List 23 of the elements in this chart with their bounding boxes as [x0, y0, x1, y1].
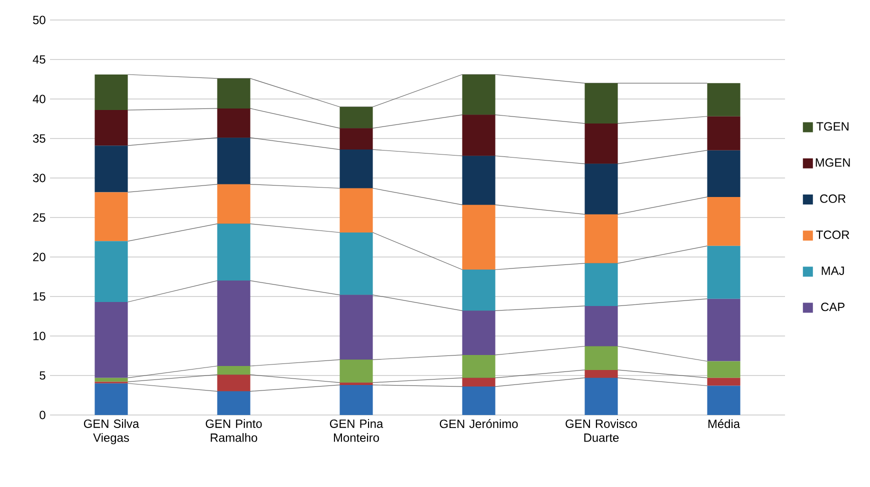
legend-label: CAP — [821, 302, 844, 312]
legend-label: MAJ — [822, 266, 844, 275]
y-tick-label: 10 — [33, 332, 46, 340]
y-tick-label: 5 — [40, 371, 46, 380]
x-tick-label: Média — [708, 419, 740, 428]
legend-label: COR — [820, 194, 846, 203]
legend-label: TCOR — [816, 230, 850, 239]
y-tick-label: 30 — [32, 174, 46, 182]
x-tick-label: GEN Pina Monteiro — [330, 419, 384, 442]
y-tick-label: 20 — [33, 252, 46, 262]
y-tick-label: 50 — [33, 16, 46, 24]
y-tick-label: 40 — [32, 94, 46, 104]
x-tick-label: GEN Pinto Ramalho — [206, 419, 262, 442]
x-tick-label: GEN Rovisco Duarte — [566, 419, 637, 442]
y-tick-label: 0 — [40, 410, 46, 420]
legend-label: MGEN — [816, 158, 850, 167]
y-tick-label: 35 — [32, 134, 46, 143]
legend-label: TGEN — [816, 122, 848, 131]
x-tick-label: GEN Silva Viegas — [84, 419, 140, 444]
y-tick-label: 15 — [33, 292, 46, 301]
y-tick-label: 25 — [33, 213, 46, 222]
x-tick-label: GEN Jerónimo — [440, 419, 518, 428]
y-tick-label: 45 — [32, 55, 46, 64]
